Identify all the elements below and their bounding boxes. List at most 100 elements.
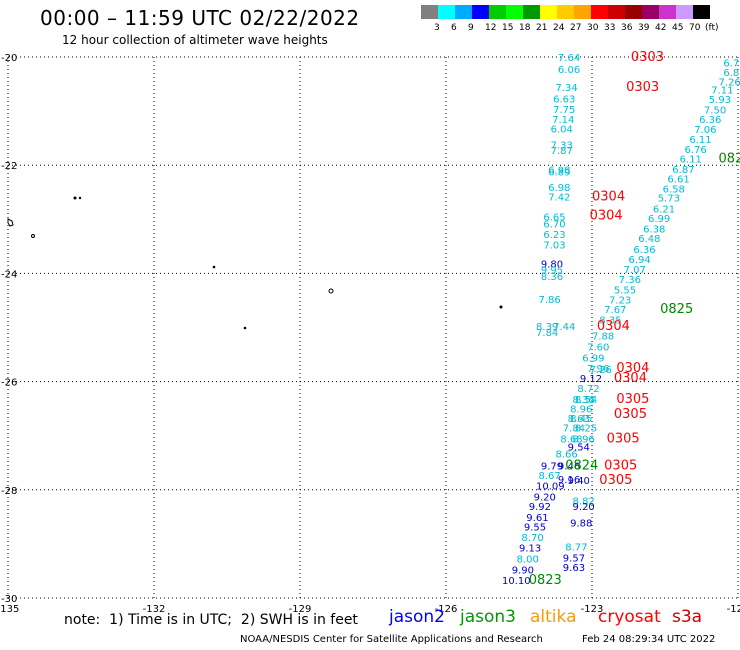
wave-height-value: 8.68 xyxy=(560,434,582,445)
pass-time-label: 0304 xyxy=(597,319,630,334)
scale-swatch xyxy=(642,5,659,19)
scale-label: 3 xyxy=(434,23,440,33)
lon-tick-label: -132 xyxy=(143,604,166,615)
footer-credit: NOAA/NESDIS Center for Satellite Applica… xyxy=(240,634,543,645)
pass-time-label: 0303 xyxy=(631,50,664,65)
wave-height-value: 9.88 xyxy=(570,518,592,529)
scale-label: 15 xyxy=(502,23,514,33)
wave-height-value: 7.87 xyxy=(551,146,573,157)
map-subtitle: 12 hour collection of altimeter wave hei… xyxy=(62,33,328,47)
scale-label: 42 xyxy=(655,23,667,33)
wave-height-value: 6.11 xyxy=(680,155,702,166)
wave-height-value: 5.55 xyxy=(614,286,636,297)
wave-height-value: 8.25 xyxy=(575,424,597,435)
satellite-cryosat: cryosat xyxy=(598,607,661,627)
lat-tick-label: -26 xyxy=(1,378,17,389)
lat-tick-label: -28 xyxy=(1,486,17,497)
wave-height-value: 9.57 xyxy=(563,553,585,564)
lon-tick-label: -126 xyxy=(435,604,458,615)
pass-time-label: 0304 xyxy=(592,190,625,205)
islands xyxy=(7,196,503,330)
lat-tick-label: -24 xyxy=(1,269,17,280)
pass-time-label: 0305 xyxy=(599,473,632,488)
wave-height-value: 6.7 xyxy=(723,58,739,69)
island xyxy=(7,218,14,227)
wave-height-value: 5.73 xyxy=(658,194,680,205)
wave-height-value: 8.72 xyxy=(577,384,599,395)
lat-tick-label: -22 xyxy=(1,161,17,172)
wave-height-value: 8.63 xyxy=(568,414,590,425)
wave-height-value: 9.16 xyxy=(558,475,580,486)
wave-height-value: 7.84 xyxy=(536,328,558,339)
wave-height-value: 9.92 xyxy=(529,502,551,513)
pass-time-label: 0305 xyxy=(604,458,637,473)
wave-height-value: 7.88 xyxy=(592,332,614,343)
wave-height-value: 6.98 xyxy=(548,183,570,194)
scale-unit: (ft) xyxy=(705,23,719,33)
wave-height-value: 10.10 xyxy=(502,576,531,587)
wave-height-value: 8.39 xyxy=(536,322,558,333)
scale-label: 9 xyxy=(468,23,474,33)
lon-tick-label: -129 xyxy=(289,604,312,615)
wave-height-value: 7.26 xyxy=(590,365,612,376)
wave-height-value: 7.33 xyxy=(551,141,573,152)
wave-height-value: 6.06 xyxy=(558,65,580,76)
wave-height-value: 9.46 xyxy=(558,461,580,472)
wave-height-value: 9.40 xyxy=(568,476,590,487)
wave-height-value: 6.76 xyxy=(684,145,706,156)
pass-time-label: 0304 xyxy=(616,361,649,376)
altimeter-track-labels: 7.64 0303 6.76.06 6.87.267.34 0303 7.116.63 5.… xyxy=(502,50,740,588)
wave-height-value: 8.35 xyxy=(599,315,621,326)
scale-swatch xyxy=(574,5,591,19)
wave-height-value: 8.77 xyxy=(565,543,587,554)
wave-height-value: 7.44 xyxy=(553,322,575,333)
scale-swatch xyxy=(506,5,523,19)
island xyxy=(328,288,334,294)
wave-height-value: 8.36 xyxy=(573,395,595,406)
wave-height-value: 7.23 xyxy=(609,295,631,306)
wave-height-value: 6.98 xyxy=(548,166,570,177)
scale-swatch xyxy=(489,5,506,19)
scale-swatch xyxy=(591,5,608,19)
wave-height-value: 7.75 xyxy=(553,105,575,116)
wave-height-value: 6.87 xyxy=(672,165,694,176)
wave-height-value: 8.82 xyxy=(573,497,595,508)
wave-height-value: 9.54 xyxy=(568,443,590,454)
wave-height-value: 9.79 xyxy=(541,461,563,472)
wave-height-value: 7.96 xyxy=(587,364,609,375)
wave-height-value: 7.64 xyxy=(558,53,580,64)
wave-height-value: 7.42 xyxy=(548,193,570,204)
lat-tick-label: -30 xyxy=(1,594,17,605)
wave-height-value: 6.89 xyxy=(548,168,570,179)
wave-height-value: 8.96 xyxy=(570,405,592,416)
scale-label: 36 xyxy=(621,23,633,33)
wave-height-value: 6.23 xyxy=(543,230,565,241)
wave-height-value: 9.20 xyxy=(534,492,556,503)
wave-height-value: 6.36 xyxy=(633,245,655,256)
scale-swatch xyxy=(693,5,710,19)
scale-label: 21 xyxy=(536,23,548,33)
footer-timestamp: Feb 24 08:29:34 UTC 2022 xyxy=(582,634,716,645)
wave-height-value: 10.09 xyxy=(536,481,565,492)
scale-swatch xyxy=(557,5,574,19)
lon-tick-label: -123 xyxy=(581,604,604,615)
wave-height-value: 7.50 xyxy=(704,105,726,116)
wave-height-value: 6.38 xyxy=(643,224,665,235)
wave-height-value: 7.03 xyxy=(543,241,565,252)
scale-swatch xyxy=(455,5,472,19)
scale-swatch xyxy=(676,5,693,19)
wave-height-value: 8.54 xyxy=(575,395,597,406)
wave-height-value: 7.86 xyxy=(538,295,560,306)
wave-height-value: 8.36 xyxy=(541,272,563,283)
satellite-s3a: s3a xyxy=(672,607,703,627)
wave-height-value: 7.67 xyxy=(604,305,626,316)
scale-label: 24 xyxy=(553,23,565,33)
island xyxy=(31,234,35,238)
wave-height-value: 6.58 xyxy=(663,184,685,195)
wave-height-value: 9.90 xyxy=(512,565,534,576)
wave-height-value: 6.63 xyxy=(553,95,575,106)
scale-label: 27 xyxy=(570,23,582,33)
island xyxy=(499,305,503,309)
island xyxy=(78,196,82,200)
scale-label: 39 xyxy=(638,23,650,33)
